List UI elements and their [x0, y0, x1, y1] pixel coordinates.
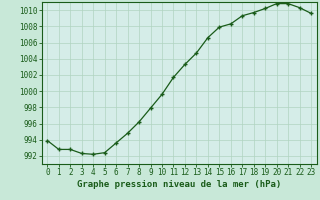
X-axis label: Graphe pression niveau de la mer (hPa): Graphe pression niveau de la mer (hPa) [77, 180, 281, 189]
